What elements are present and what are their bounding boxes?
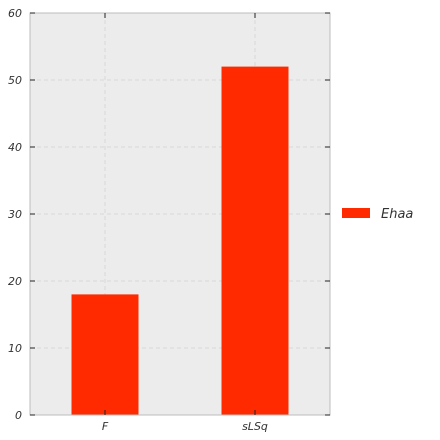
- legend-swatch: [342, 208, 370, 218]
- bar-F: [71, 294, 139, 415]
- y-tick-label: 0: [15, 409, 22, 422]
- x-tick-label: sLSq: [242, 420, 268, 433]
- bars: [71, 66, 289, 415]
- axis-ticks: [30, 12, 330, 416]
- legend-label: Ehaa: [381, 207, 413, 222]
- y-tick-label: 30: [8, 208, 22, 221]
- bar-sLSq: [221, 66, 289, 415]
- y-tick-label: 60: [8, 7, 22, 20]
- legend: Ehaa: [342, 207, 413, 222]
- y-axis-tick-labels: 0 10 20 30 40 50 60: [8, 7, 22, 422]
- y-tick-label: 20: [8, 275, 22, 288]
- y-tick-label: 10: [8, 342, 22, 355]
- y-tick-label: 40: [8, 141, 22, 154]
- x-tick-label: F: [102, 420, 109, 433]
- y-tick-label: 50: [8, 74, 22, 87]
